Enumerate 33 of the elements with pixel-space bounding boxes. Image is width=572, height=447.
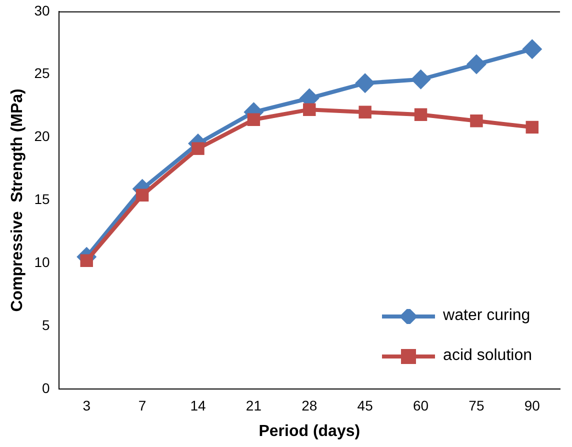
x-tick-label: 45 (357, 397, 374, 414)
x-axis-title: Period (days) (258, 422, 360, 440)
x-tick-label: 60 (412, 397, 429, 414)
point (303, 103, 316, 116)
y-axis-title: Compressive Strength (MPa) (9, 88, 26, 312)
x-tick-label: 90 (524, 397, 540, 414)
point (192, 142, 204, 155)
point (414, 108, 428, 121)
legend-label: water curing (443, 307, 530, 325)
x-tick-label: 21 (246, 397, 262, 414)
x-tick-label: 75 (468, 397, 484, 414)
y-tick-label: 25 (34, 65, 50, 82)
point (358, 106, 372, 118)
legend-label: acid solution (443, 347, 532, 365)
y-tick-label: 10 (34, 254, 50, 270)
y-tick-label: 15 (34, 191, 50, 208)
x-tick-label: 28 (302, 397, 318, 414)
y-tick-label: 5 (42, 316, 50, 333)
x-tick-label: 7 (138, 397, 146, 414)
point (80, 254, 93, 267)
point (526, 120, 539, 134)
y-tick-label: 0 (42, 380, 50, 396)
point (466, 54, 486, 74)
point (355, 73, 376, 94)
point (247, 113, 260, 126)
y-tick-label: 20 (34, 128, 50, 144)
x-tick-label: 3 (82, 397, 91, 414)
point (410, 69, 431, 90)
point (522, 39, 542, 60)
point (136, 188, 149, 202)
x-tick-label: 14 (190, 397, 206, 414)
y-tick-label: 30 (34, 2, 50, 18)
point (470, 114, 483, 128)
